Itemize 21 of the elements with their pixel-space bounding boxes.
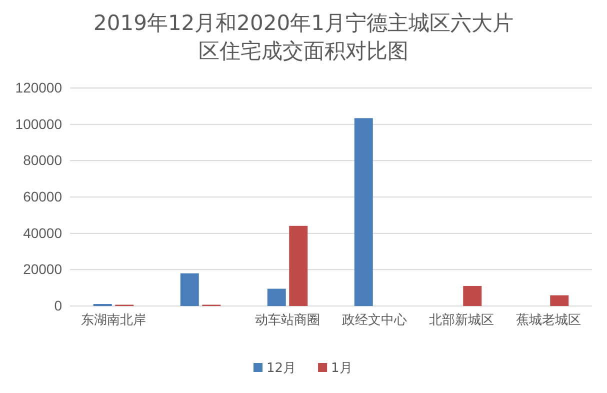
- bar: [354, 118, 373, 306]
- y-tick-label: 20000: [23, 261, 62, 278]
- legend-label: 12月: [266, 361, 296, 376]
- y-tick-label: 40000: [23, 224, 62, 241]
- bar: [289, 226, 308, 306]
- y-tick-label: 60000: [23, 188, 62, 204]
- y-tick-label: 120000: [15, 79, 62, 96]
- x-tick-label: 政经文中心: [342, 312, 407, 328]
- y-tick-label: 0: [54, 297, 62, 314]
- chart-title: 2019年12月和2020年1月宁德主城区六大片区住宅成交面积对比图: [94, 11, 514, 63]
- bar: [463, 286, 482, 306]
- y-tick-label: 80000: [23, 152, 62, 168]
- x-tick-label: 动车站商圈: [255, 312, 320, 328]
- x-tick-label: 东湖南北岸: [81, 312, 146, 328]
- x-tick-label: 蕉城老城区: [516, 312, 581, 328]
- bar: [180, 273, 199, 306]
- bar: [550, 295, 569, 306]
- legend-label: 1月: [331, 361, 352, 376]
- bar: [267, 288, 286, 306]
- y-tick-label: 100000: [15, 116, 62, 132]
- x-tick-label: 北部新城区: [429, 312, 494, 328]
